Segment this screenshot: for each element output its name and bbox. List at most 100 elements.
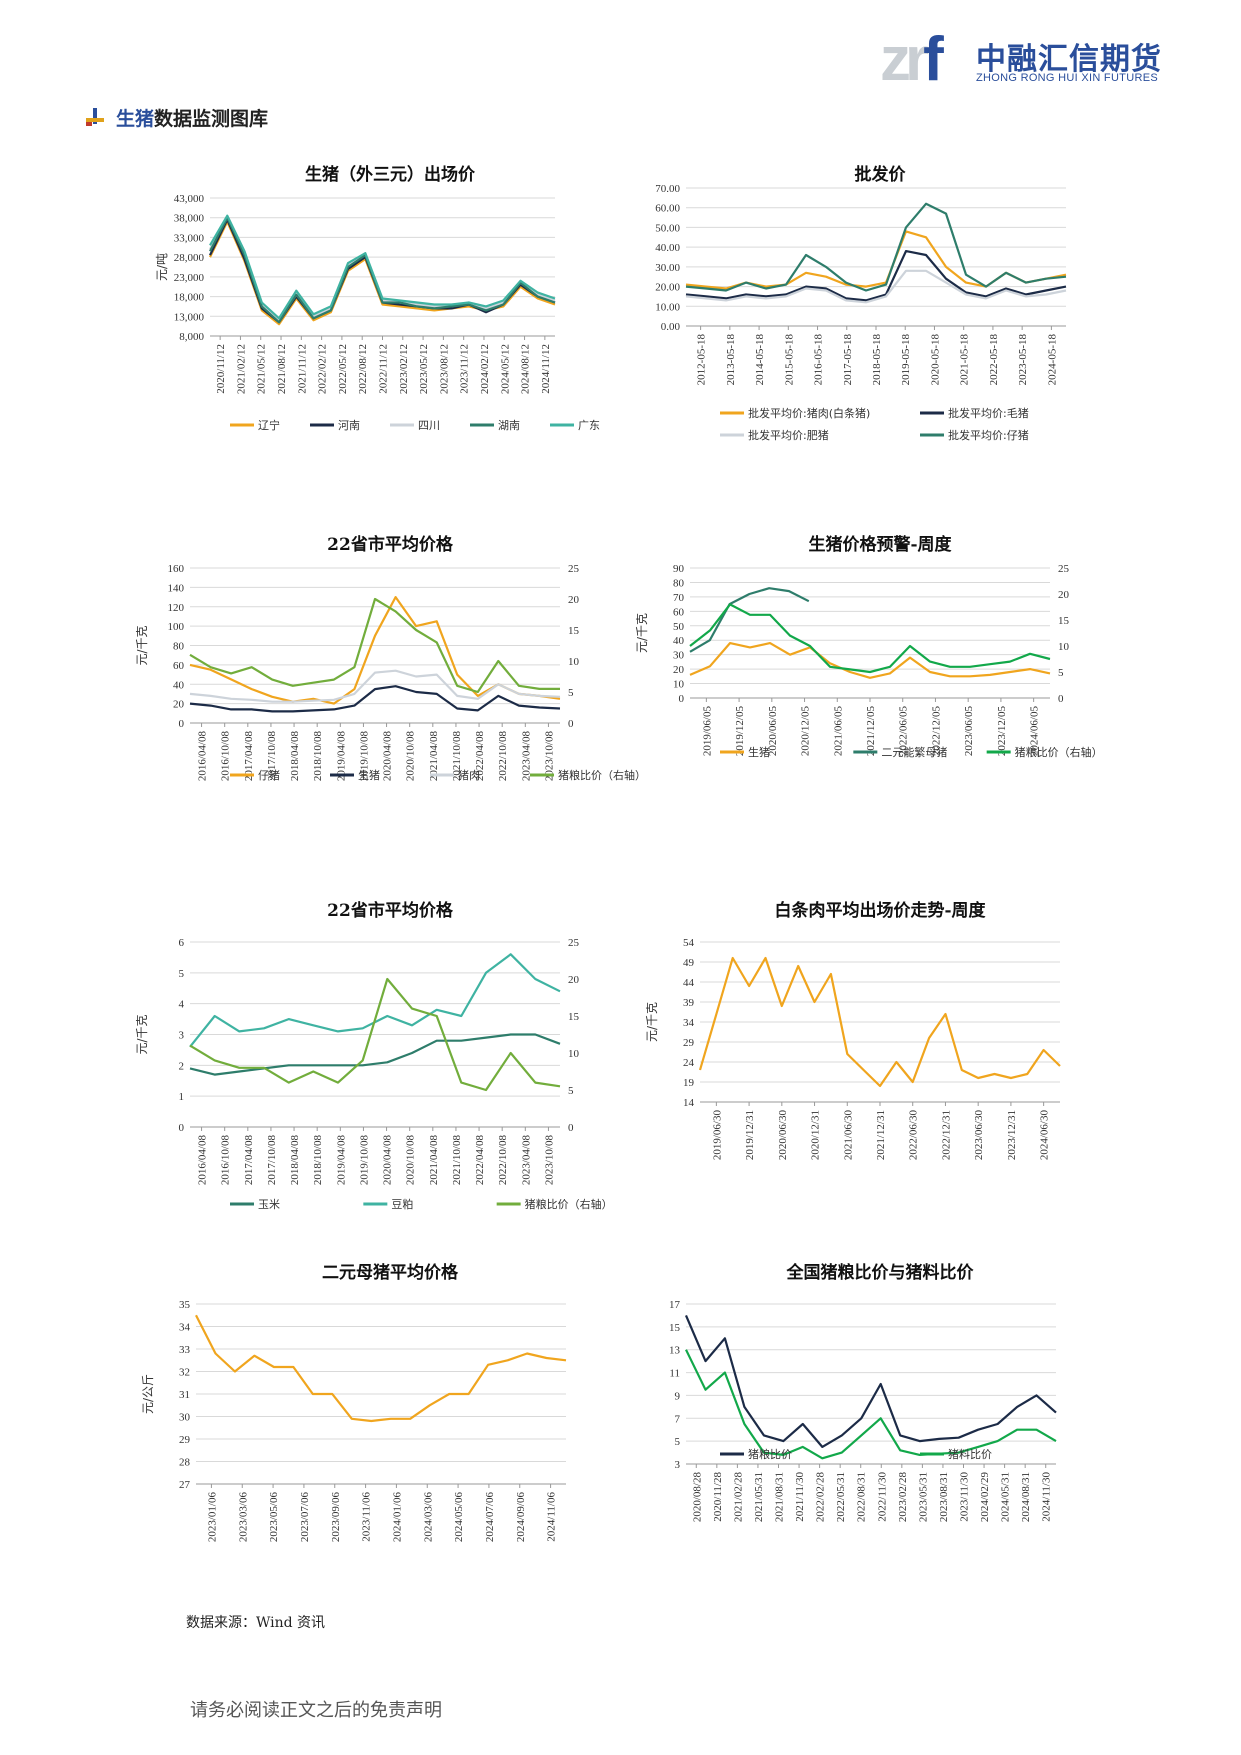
y2-tick-label: 20	[568, 594, 580, 606]
y-tick-label: 6	[179, 937, 185, 949]
series-line	[189, 597, 560, 694]
y-tick-label: 32	[179, 1367, 190, 1379]
y-axis-label: 元/吨	[155, 253, 169, 281]
y-tick-label: 3	[179, 1030, 185, 1042]
y-tick-label: 8,000	[179, 331, 204, 343]
series-line	[189, 977, 561, 1092]
y-tick-label: 5	[179, 968, 185, 980]
y-tick-label: 33	[179, 1344, 191, 1356]
x-tick-label: 2022/02/28	[815, 1472, 827, 1523]
company-logo: zrf 中融汇信期货 ZHONG RONG HUI XIN FUTURES	[880, 28, 1180, 92]
x-tick-label: 2018/10/08	[312, 731, 324, 782]
chart-sow-average-price: 二元母猪平均价格 27 28 29 30 31 32 33 34 35 元/公斤 2023/01/0…	[141, 1258, 630, 1598]
x-tick-label: 2023/02/28	[897, 1472, 909, 1523]
series-line	[685, 230, 1067, 290]
x-tick-label: 2019/10/08	[358, 1135, 370, 1186]
x-tick-label: 2021/11/12	[296, 344, 308, 394]
x-tick-label: 2019/06/05	[701, 706, 713, 757]
chart-svg: 27 28 29 30 31 32 33 34 35 元/公斤 2023/01/06 2023/03/…	[141, 1299, 567, 1543]
legend-label: 四川	[418, 419, 440, 432]
y-tick-label: 10	[673, 679, 685, 691]
series-line	[689, 641, 1051, 679]
legend-label: 猪粮比价（右轴）	[525, 1197, 613, 1211]
legend-label: 批发平均价:毛猪	[948, 406, 1029, 420]
chart-title: 生猪（外三元）出场价	[305, 165, 475, 185]
x-tick-label: 2022/05/12	[337, 344, 349, 394]
x-tick-label: 2023/10/08	[543, 731, 555, 782]
legend-label: 辽宁	[258, 418, 280, 432]
x-tick-label: 2020/04/08	[382, 731, 394, 782]
y-axis-label: 元/公斤	[141, 1374, 155, 1414]
y-tick-label: 7	[675, 1413, 681, 1425]
y-tick-label: 44	[683, 977, 695, 989]
x-tick-label: 2024/01/06	[391, 1492, 403, 1543]
y-tick-label: 60.00	[655, 203, 680, 215]
legend-label: 批发平均价:肥猪	[748, 428, 829, 442]
y-tick-label: 31	[179, 1389, 190, 1401]
legend-label: 猪粮比价	[748, 1447, 792, 1461]
x-tick-label: 2023/10/08	[543, 1135, 555, 1186]
x-tick-label: 2024/08/31	[1020, 1472, 1032, 1522]
x-tick-label: 2021/10/08	[451, 1135, 463, 1186]
x-tick-label: 2019/12/05	[734, 706, 746, 757]
x-tick-label: 2024/06/05	[1029, 706, 1041, 757]
x-tick-label: 2024/11/12	[540, 344, 552, 394]
y2-tick-label: 15	[568, 1011, 580, 1023]
chart-22-province-price-a: 22省市平均价格 0 20 40 60 80 100 120 140 160 0 5 10 15 20 25…	[135, 530, 646, 890]
y2-tick-label: 15	[1058, 615, 1070, 627]
y-tick-label: 50	[673, 621, 685, 633]
x-tick-label: 2021/12/31	[875, 1110, 887, 1160]
series-line	[689, 603, 1051, 674]
x-tick-label: 2024/07/06	[484, 1492, 496, 1543]
y2-tick-label: 10	[1058, 641, 1070, 653]
x-tick-label: 2019/06/30	[711, 1110, 723, 1161]
y-tick-label: 29	[683, 1037, 695, 1049]
y-tick-label: 5	[675, 1436, 681, 1448]
x-tick-label: 2023/08/12	[438, 344, 450, 394]
x-tick-label: 2022/06/30	[908, 1110, 920, 1161]
x-tick-label: 2019/12/31	[744, 1110, 756, 1160]
y-tick-label: 13	[669, 1345, 681, 1357]
chart-hog-grain-feed-ratio: 全国猪粮比价与猪料比价 3 5 7 9 11 13 15 17 2020/08/28 2020/1…	[640, 1258, 1120, 1598]
y-tick-label: 23,000	[174, 272, 205, 284]
x-tick-label: 2024-05-18	[1046, 334, 1058, 386]
y-tick-label: 40.00	[655, 242, 680, 254]
x-tick-label: 2019/04/08	[335, 731, 347, 782]
x-tick-label: 2023/04/08	[520, 731, 532, 782]
x-tick-label: 2021/04/08	[428, 731, 440, 782]
legend-label: 广东	[578, 419, 600, 432]
x-tick-label: 2024/11/06	[546, 1492, 558, 1542]
x-tick-label: 2022/04/08	[474, 731, 486, 782]
chart-title: 二元母猪平均价格	[322, 1263, 458, 1283]
y2-tick-label: 20	[568, 974, 580, 986]
x-tick-label: 2021/04/08	[428, 1135, 440, 1186]
x-tick-label: 2016-05-18	[813, 334, 825, 386]
chart-svg: 0.00 10.00 20.00 30.00 40.00 50.00 60.00 70.00 2…	[655, 183, 1067, 442]
x-tick-label: 2018-05-18	[871, 334, 883, 386]
x-tick-label: 2022/08/12	[357, 344, 369, 394]
x-tick-label: 2018/10/08	[312, 1135, 324, 1186]
chart-title: 生猪价格预警-周度	[808, 535, 952, 555]
y-tick-label: 40	[173, 679, 185, 691]
series-line	[698, 956, 1061, 1088]
y-tick-label: 60	[673, 606, 685, 618]
y-tick-label: 28	[179, 1457, 191, 1469]
x-tick-label: 2021/11/30	[794, 1472, 806, 1522]
legend-label: 生猪	[358, 768, 380, 782]
series-line	[684, 1314, 1057, 1448]
y-tick-label: 54	[683, 937, 695, 949]
y-tick-label: 20.00	[655, 282, 680, 294]
y-tick-label: 0.00	[661, 321, 681, 333]
data-source-note: 数据来源：Wind 资讯	[186, 1615, 326, 1631]
x-tick-label: 2020/12/05	[800, 706, 812, 757]
chart-wholesale-price: 批发价 0.00 10.00 20.00 30.00 40.00 50.00 60.00 70…	[640, 160, 1120, 510]
legend-label: 猪粮比价（右轴）	[558, 768, 646, 782]
legend-label: 猪肉	[458, 769, 480, 782]
y-tick-label: 0	[679, 693, 685, 705]
x-tick-label: 2019-05-18	[900, 334, 912, 386]
section-title-prefix: 生猪	[116, 107, 155, 130]
x-tick-label: 2021/08/31	[774, 1472, 786, 1522]
chart-carcass-exit-price-weekly: 白条肉平均出场价走势-周度 14 19 24 29 34 39 44 49 54 元/千克 2019…	[640, 896, 1120, 1196]
y-tick-label: 0	[179, 718, 185, 730]
legend-label: 生猪	[748, 745, 770, 759]
